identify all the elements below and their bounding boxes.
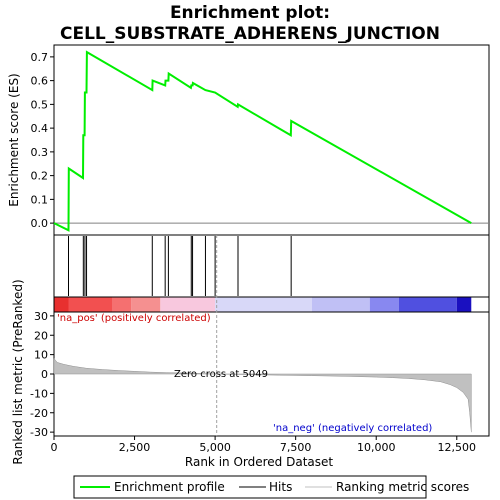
x-tick-label: 0	[51, 441, 58, 454]
ranking-metric-area	[53, 357, 472, 433]
color-bar-segment	[54, 297, 69, 312]
es-y-tick-label: 0.4	[31, 122, 49, 135]
es-y-tick-label: 0.7	[31, 51, 49, 64]
chart-title-line1: Enrichment plot:	[170, 3, 330, 23]
color-bar-segment	[131, 297, 161, 312]
color-bar-segment	[160, 297, 216, 312]
metric-y-tick-label: -30	[30, 426, 48, 439]
metric-y-label: Ranked list metric (PreRanked)	[11, 279, 25, 464]
color-bar-segment	[456, 297, 472, 312]
es-y-tick-label: 0.1	[31, 193, 49, 206]
color-bar-segment	[398, 297, 457, 312]
legend-hits-label: Hits	[269, 480, 292, 494]
x-axis: 0 2,500 5,000 7,500 10,000 12,500	[51, 436, 477, 454]
es-y-axis: 0.0 0.1 0.2 0.3 0.4 0.5 0.6 0.7	[31, 51, 54, 230]
x-tick-label: 5,000	[199, 441, 231, 454]
metric-y-axis: 30 20 10 0 -10 -20 -30	[30, 310, 54, 439]
annotation-na-pos: 'na_pos' (positively correlated)	[57, 313, 211, 324]
annotation-na-neg: 'na_neg' (negatively correlated)	[273, 423, 432, 434]
annotation-zero-cross: Zero cross at 5049	[174, 369, 268, 380]
es-y-label: Enrichment score (ES)	[7, 73, 21, 206]
hits-panel	[53, 234, 490, 298]
x-tick-label: 2,500	[119, 441, 151, 454]
enrichment-profile-line	[53, 50, 472, 232]
es-y-tick-label: 0.5	[31, 98, 49, 111]
metric-y-tick-label: 0	[41, 368, 48, 381]
color-bar-segment	[68, 297, 112, 312]
x-tick-label: 7,500	[280, 441, 312, 454]
es-y-tick-label: 0.6	[31, 75, 49, 88]
metric-y-tick-label: -10	[30, 387, 48, 400]
es-y-tick-label: 0.2	[31, 170, 49, 183]
metric-y-tick-label: 20	[34, 329, 48, 342]
color-bar-segment	[311, 297, 370, 312]
metric-y-tick-label: 30	[34, 310, 48, 323]
metric-panel: 30 20 10 0 -10 -20 -30 0 2,500 5,000 7,500 10,000 1…	[11, 235, 490, 469]
chart-title-line2: CELL_SUBSTRATE_ADHERENS_JUNCTION	[60, 24, 440, 44]
legend: Enrichment profile Hits Ranking metric s…	[73, 475, 469, 499]
hit-markers	[68, 236, 292, 296]
color-bar-segment	[369, 297, 399, 312]
x-tick-label: 10,000	[357, 441, 396, 454]
x-tick-label: 12,500	[438, 441, 477, 454]
hits-panel-frame	[53, 234, 490, 298]
rank-color-bar	[53, 296, 490, 313]
es-panel: 0.0 0.1 0.2 0.3 0.4 0.5 0.6 0.7 Enrichment scor…	[7, 44, 490, 236]
color-bar-segment	[215, 297, 312, 312]
metric-y-tick-label: 10	[34, 349, 48, 362]
metric-y-tick-label: -20	[30, 407, 48, 420]
es-panel-frame	[53, 44, 490, 236]
color-bar-segment	[112, 297, 132, 312]
legend-metric-label: Ranking metric scores	[336, 480, 469, 494]
x-axis-label: Rank in Ordered Dataset	[185, 455, 333, 469]
legend-enrichment-label: Enrichment profile	[114, 480, 225, 494]
es-y-tick-label: 0.3	[31, 146, 49, 159]
es-y-tick-label: 0.0	[31, 217, 49, 230]
